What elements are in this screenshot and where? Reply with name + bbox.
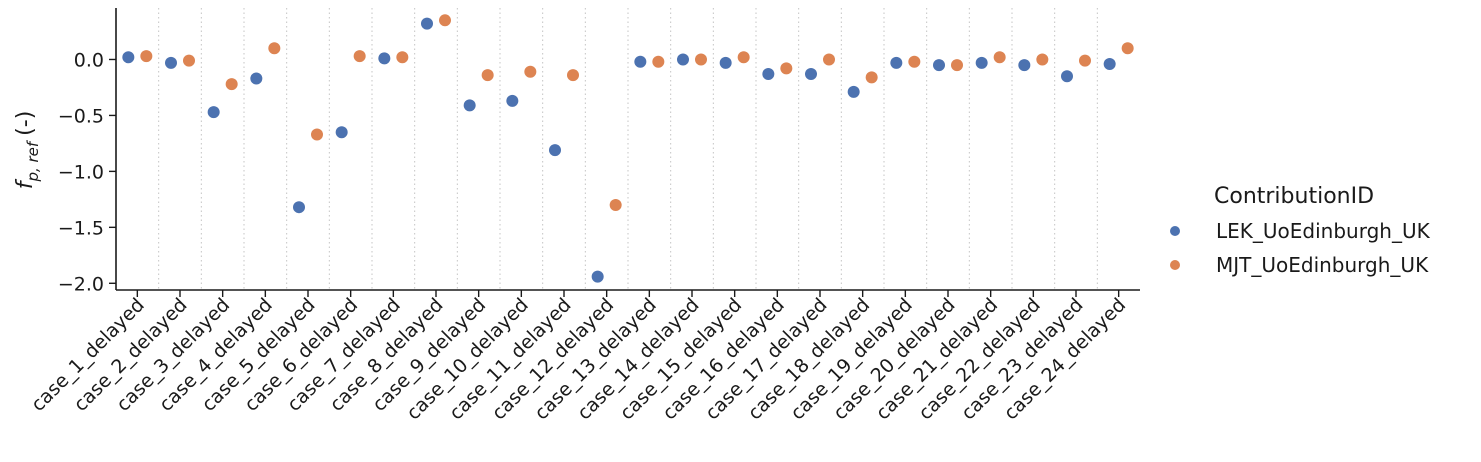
y-tick-label: −0.5	[58, 105, 104, 127]
data-point	[250, 72, 263, 85]
data-point	[591, 270, 604, 283]
data-point	[421, 17, 433, 30]
data-point	[805, 68, 817, 81]
data-point	[1061, 70, 1073, 83]
data-point	[463, 99, 476, 112]
data-point	[140, 50, 153, 63]
y-axis-subscript: p, ref	[24, 139, 42, 182]
y-axis-symbol: f	[13, 178, 38, 189]
data-point	[1121, 42, 1134, 55]
legend: ContributionID LEK_UoEdinburgh_UK MJT_UoE…	[1170, 184, 1431, 277]
data-point	[677, 53, 689, 66]
y-axis-title: fp, ref (-)	[13, 111, 42, 190]
data-point	[396, 51, 409, 64]
y-ticks: 0.0 −0.5 −1.0 −1.5 −2.0	[58, 49, 116, 295]
data-point	[506, 94, 519, 107]
data-point	[481, 69, 494, 82]
data-point	[567, 69, 579, 82]
data-point	[207, 106, 220, 119]
category-separators	[158, 8, 1098, 290]
data-point	[268, 42, 281, 55]
data-point	[524, 65, 537, 78]
data-point	[951, 59, 963, 72]
data-point	[780, 62, 793, 75]
data-point	[165, 56, 177, 69]
data-point	[908, 55, 921, 68]
y-axis-unit: (-)	[13, 111, 38, 136]
legend-label: MJT_UoEdinburgh_UK	[1216, 253, 1429, 277]
legend-title: ContributionID	[1214, 184, 1374, 209]
data-point	[1103, 57, 1116, 70]
legend-marker	[1170, 260, 1180, 270]
data-point	[695, 53, 707, 66]
data-point	[975, 56, 988, 69]
y-tick-label: 0.0	[74, 49, 104, 71]
data-point	[1079, 54, 1091, 67]
legend-marker	[1170, 226, 1180, 236]
data-point	[225, 78, 238, 91]
data-point	[183, 54, 195, 67]
data-point	[1036, 53, 1049, 66]
data-point	[890, 56, 903, 69]
data-point	[609, 198, 622, 211]
legend-label: LEK_UoEdinburgh_UK	[1216, 219, 1431, 243]
x-ticks: case_1_delayedcase_2_delayedcase_3_delay…	[27, 290, 1130, 424]
y-tick-label: −1.5	[58, 217, 104, 239]
data-point	[1018, 59, 1031, 72]
data-point	[737, 51, 750, 64]
data-point	[847, 85, 860, 98]
data-point	[293, 201, 305, 214]
data-point	[439, 14, 451, 27]
data-point	[865, 71, 878, 84]
data-point	[652, 55, 665, 68]
data-point	[634, 55, 647, 68]
data-point	[378, 52, 391, 65]
y-tick-label: −1.0	[58, 161, 104, 183]
y-tick-label: −2.0	[58, 273, 104, 295]
axes	[115, 8, 1140, 291]
data-point	[823, 53, 835, 66]
data-point	[353, 50, 366, 63]
data-points	[122, 14, 1134, 283]
data-point	[993, 51, 1006, 64]
data-point	[719, 56, 732, 69]
data-point	[549, 144, 561, 157]
data-point	[122, 51, 135, 64]
data-point	[335, 126, 348, 139]
data-point	[762, 68, 775, 81]
data-point	[311, 128, 323, 141]
data-point	[933, 59, 945, 72]
